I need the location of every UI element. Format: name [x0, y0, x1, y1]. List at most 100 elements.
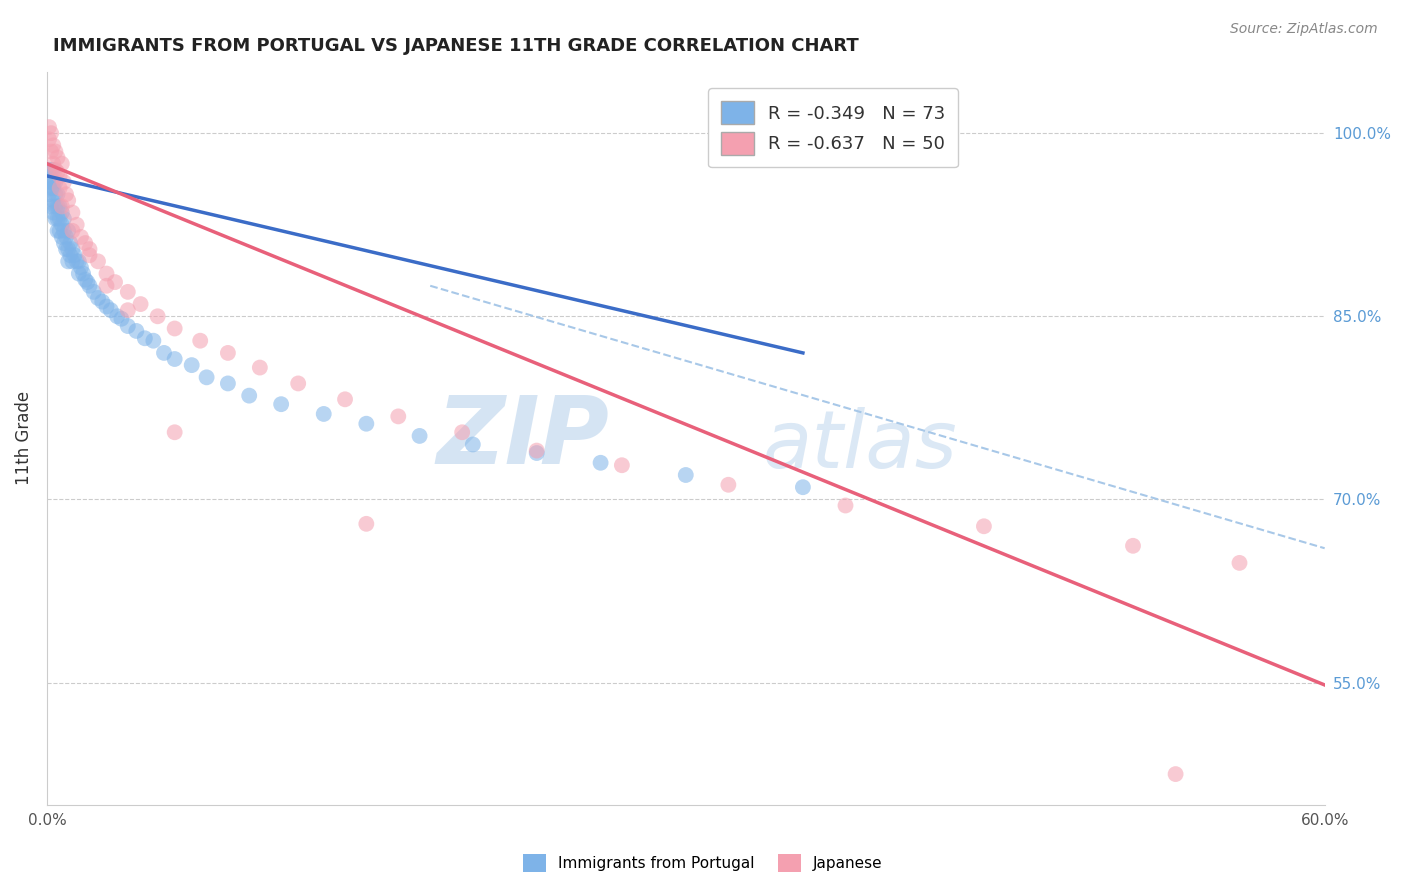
- Point: [38, 187, 60, 202]
- Y-axis label: 11th Grade: 11th Grade: [15, 392, 32, 485]
- Point: [67, 254, 90, 268]
- Point: [62, 224, 84, 238]
- Point: [63, 248, 86, 262]
- Point: [44, 211, 66, 226]
- Point: [44, 162, 66, 177]
- Point: [39, 181, 62, 195]
- Point: [163, 425, 186, 440]
- Point: [387, 409, 409, 424]
- Point: [42, 138, 65, 153]
- Point: [51, 205, 73, 219]
- Point: [1122, 539, 1144, 553]
- Point: [163, 351, 186, 366]
- Point: [75, 273, 97, 287]
- Point: [59, 248, 82, 262]
- Point: [51, 199, 73, 213]
- Point: [217, 376, 239, 391]
- Point: [66, 218, 89, 232]
- Point: [51, 157, 73, 171]
- Text: ZIP: ZIP: [436, 392, 609, 484]
- Point: [180, 358, 202, 372]
- Point: [62, 242, 84, 256]
- Point: [75, 235, 97, 250]
- Point: [44, 145, 66, 159]
- Point: [287, 376, 309, 391]
- Point: [42, 181, 65, 195]
- Point: [39, 162, 62, 177]
- Point: [526, 446, 548, 460]
- Point: [42, 194, 65, 208]
- Point: [333, 392, 356, 407]
- Point: [153, 346, 176, 360]
- Point: [125, 324, 148, 338]
- Point: [96, 278, 118, 293]
- Point: [66, 254, 89, 268]
- Point: [46, 211, 69, 226]
- Point: [56, 194, 79, 208]
- Point: [134, 331, 156, 345]
- Point: [51, 218, 73, 232]
- Point: [79, 248, 101, 262]
- Point: [48, 169, 70, 183]
- Point: [105, 310, 128, 324]
- Point: [451, 425, 474, 440]
- Point: [973, 519, 995, 533]
- Point: [52, 235, 75, 250]
- Point: [46, 165, 69, 179]
- Point: [100, 303, 122, 318]
- Point: [117, 285, 139, 299]
- Point: [146, 310, 169, 324]
- Point: [52, 224, 75, 238]
- Point: [59, 235, 82, 250]
- Point: [51, 230, 73, 244]
- Point: [79, 278, 101, 293]
- Point: [76, 275, 98, 289]
- Point: [56, 242, 79, 256]
- Point: [39, 199, 62, 213]
- Point: [195, 370, 218, 384]
- Point: [589, 456, 612, 470]
- Point: [70, 230, 93, 244]
- Point: [163, 321, 186, 335]
- Point: [72, 267, 94, 281]
- Point: [42, 162, 65, 177]
- Point: [792, 480, 814, 494]
- Point: [238, 389, 260, 403]
- Point: [48, 181, 70, 195]
- Point: [67, 267, 90, 281]
- Point: [44, 199, 66, 213]
- Point: [38, 162, 60, 177]
- Point: [46, 187, 69, 202]
- Point: [42, 157, 65, 171]
- Point: [38, 120, 60, 134]
- Point: [188, 334, 211, 348]
- Point: [408, 429, 430, 443]
- Point: [56, 254, 79, 268]
- Text: IMMIGRANTS FROM PORTUGAL VS JAPANESE 11TH GRADE CORRELATION CHART: IMMIGRANTS FROM PORTUGAL VS JAPANESE 11T…: [53, 37, 859, 55]
- Point: [46, 151, 69, 165]
- Point: [675, 468, 697, 483]
- Point: [104, 275, 127, 289]
- Point: [55, 230, 77, 244]
- Point: [56, 224, 79, 238]
- Point: [461, 437, 484, 451]
- Point: [70, 260, 93, 275]
- Point: [91, 294, 114, 309]
- Text: Source: ZipAtlas.com: Source: ZipAtlas.com: [1230, 22, 1378, 37]
- Point: [834, 499, 856, 513]
- Point: [39, 175, 62, 189]
- Point: [312, 407, 335, 421]
- Point: [526, 443, 548, 458]
- Point: [87, 254, 110, 268]
- Point: [42, 175, 65, 189]
- Point: [717, 477, 740, 491]
- Point: [117, 319, 139, 334]
- Point: [44, 187, 66, 202]
- Point: [249, 360, 271, 375]
- Point: [39, 145, 62, 159]
- Point: [217, 346, 239, 360]
- Point: [46, 224, 69, 238]
- Point: [62, 254, 84, 268]
- Point: [48, 211, 70, 226]
- Point: [610, 458, 633, 473]
